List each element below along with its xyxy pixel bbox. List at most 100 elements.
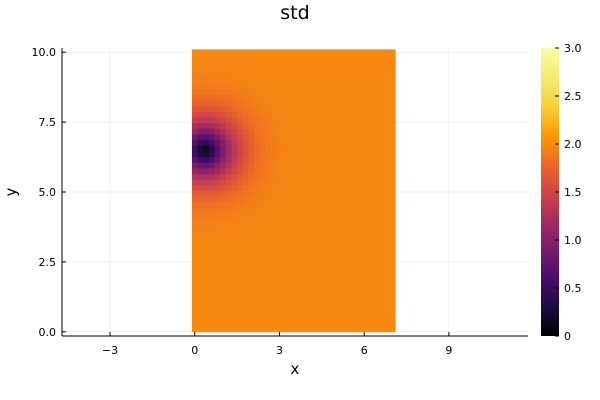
heatmap-cell — [242, 218, 249, 225]
heatmap-cell — [338, 49, 345, 56]
heatmap-cell — [367, 122, 374, 129]
heatmap-cell — [203, 235, 210, 242]
heatmap-cell — [321, 168, 328, 175]
heatmap-cell — [361, 49, 368, 56]
heatmap-cell — [333, 247, 340, 254]
heatmap-cell — [378, 224, 385, 231]
heatmap-cell — [254, 179, 261, 186]
heatmap-cell — [259, 139, 266, 146]
heatmap-cell — [214, 94, 221, 101]
heatmap-cell — [350, 230, 357, 237]
heatmap-cell — [203, 252, 210, 259]
heatmap-cell — [293, 94, 300, 101]
heatmap-cell — [265, 207, 272, 214]
heatmap-cell — [231, 235, 238, 242]
heatmap-cell — [248, 264, 255, 271]
heatmap-cell — [254, 303, 261, 310]
heatmap-cell — [282, 286, 289, 293]
heatmap-cell — [248, 83, 255, 90]
heatmap-cell — [276, 207, 283, 214]
heatmap-cell — [372, 151, 379, 158]
heatmap-cell — [299, 156, 306, 163]
heatmap-cell — [310, 314, 317, 321]
heatmap-cell — [378, 122, 385, 129]
heatmap-cell — [254, 309, 261, 316]
heatmap-cell — [338, 303, 345, 310]
heatmap-cell — [270, 241, 278, 248]
heatmap-cell — [242, 184, 249, 192]
heatmap-cell — [265, 275, 272, 282]
heatmap-cell — [208, 309, 215, 316]
heatmap-cell — [321, 258, 328, 265]
heatmap-cell — [304, 247, 311, 254]
heatmap-cell — [203, 303, 210, 310]
heatmap-cell — [276, 196, 283, 203]
y-axis-label: y — [2, 187, 20, 196]
heatmap-cell — [197, 83, 204, 90]
heatmap-cell — [304, 252, 311, 259]
heatmap-cell — [389, 326, 396, 333]
heatmap-cell — [293, 292, 300, 299]
heatmap-cell — [333, 190, 340, 197]
heatmap-cell — [338, 151, 345, 158]
heatmap-cell — [372, 201, 379, 208]
heatmap-cell — [327, 314, 334, 321]
heatmap-cell — [254, 122, 261, 129]
heatmap-cell — [282, 314, 289, 321]
heatmap-cell — [248, 100, 255, 107]
heatmap-cell — [208, 168, 215, 175]
heatmap-cell — [203, 320, 210, 327]
heatmap-cell — [310, 168, 317, 175]
heatmap-cell — [310, 71, 317, 79]
heatmap-cell — [259, 100, 266, 107]
heatmap-cell — [316, 218, 323, 225]
heatmap-cell — [203, 55, 210, 62]
heatmap-cell — [304, 100, 311, 107]
heatmap-cell — [333, 252, 340, 259]
heatmap-cell — [208, 286, 215, 293]
x-tick-label: 6 — [361, 344, 368, 357]
heatmap-cell — [316, 122, 323, 129]
heatmap-cell — [248, 60, 255, 67]
heatmap-cell — [259, 151, 266, 158]
heatmap-cell — [242, 145, 249, 152]
heatmap-cell — [333, 156, 340, 163]
heatmap-cell — [225, 162, 232, 169]
heatmap-cell — [197, 309, 204, 316]
heatmap-cell — [220, 55, 227, 62]
heatmap-cell — [321, 303, 328, 310]
heatmap-cell — [225, 230, 232, 237]
heatmap-cell — [254, 218, 261, 225]
heatmap-cell — [316, 184, 323, 192]
heatmap-cell — [287, 218, 294, 225]
heatmap-cell — [282, 117, 289, 124]
heatmap-cell — [383, 77, 391, 84]
heatmap-cell — [316, 258, 323, 265]
heatmap-cell — [191, 235, 198, 242]
heatmap-cell — [344, 230, 351, 237]
heatmap-cell — [197, 303, 204, 310]
heatmap-cell — [282, 207, 289, 214]
heatmap-cell — [299, 258, 306, 265]
heatmap-cell — [321, 309, 328, 316]
heatmap-cell — [237, 139, 244, 146]
heatmap-cell — [361, 128, 368, 135]
heatmap-cell — [214, 49, 221, 56]
heatmap-cell — [361, 207, 368, 214]
heatmap-cell — [316, 320, 323, 327]
heatmap-cell — [191, 168, 198, 175]
heatmap-cell — [259, 66, 266, 73]
heatmap-cell — [287, 77, 294, 84]
heatmap-cell — [372, 179, 379, 186]
heatmap-cell — [389, 100, 396, 107]
heatmap-cell — [254, 156, 261, 163]
heatmap-cell — [265, 94, 272, 101]
heatmap-cell — [333, 49, 340, 56]
heatmap-cell — [310, 201, 317, 208]
heatmap-cell — [333, 83, 340, 90]
heatmap-cell — [372, 275, 379, 282]
heatmap-cell — [248, 275, 255, 282]
heatmap-cell — [237, 128, 244, 135]
heatmap-cell — [344, 201, 351, 208]
heatmap-cell — [197, 122, 204, 129]
